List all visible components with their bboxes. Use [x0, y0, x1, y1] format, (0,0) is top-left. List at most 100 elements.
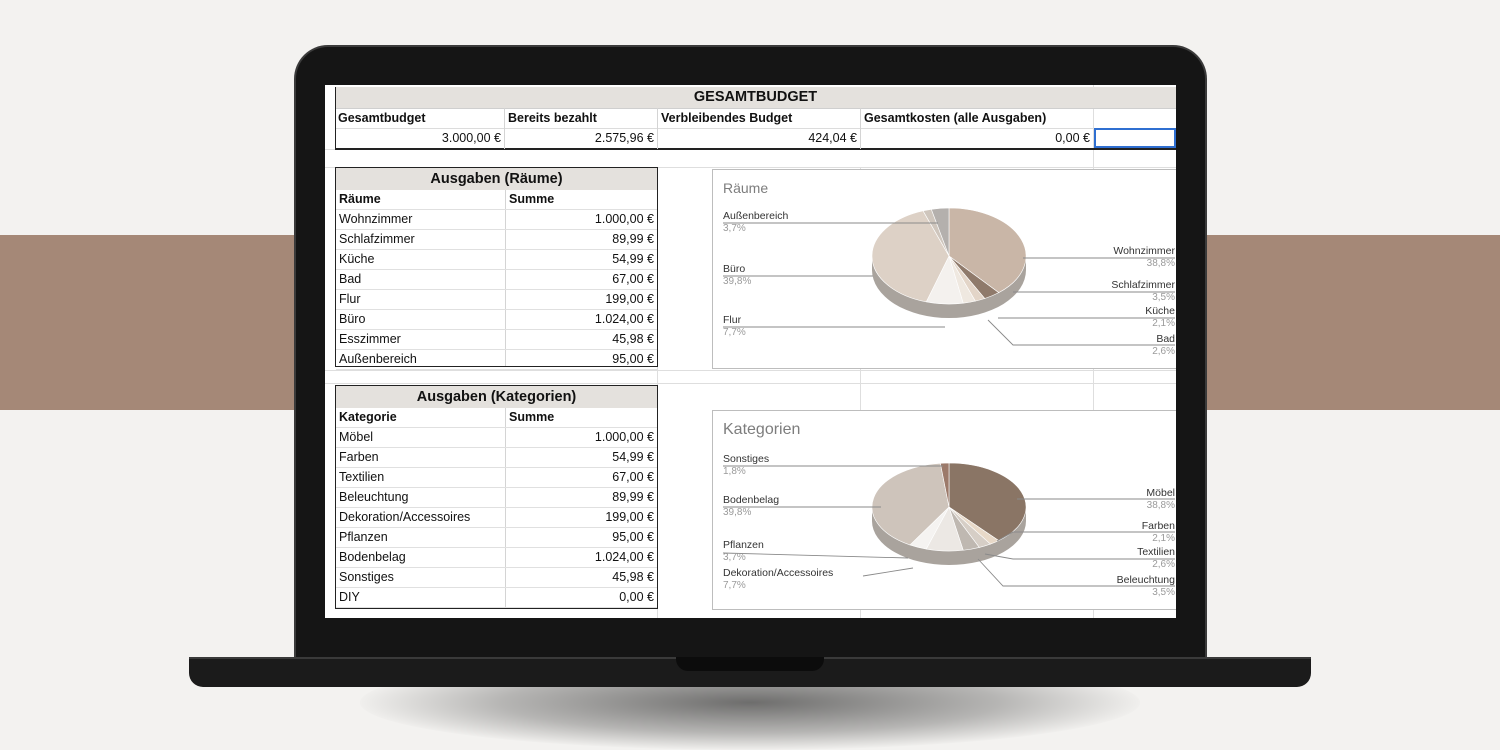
budget-bottom-border — [335, 148, 1176, 150]
column-header: Räume — [339, 192, 381, 206]
categories-header-row: Kategorie Summe — [336, 408, 657, 428]
row-sum[interactable]: 89,99 € — [612, 232, 654, 246]
budget-value-gesamtbudget[interactable]: 3.000,00 € — [441, 131, 501, 145]
leader-line — [984, 553, 1175, 560]
spreadsheet: GESAMTBUDGET Gesamtbudget Bereits bezahl… — [325, 85, 1176, 618]
pie-slice[interactable] — [948, 462, 1027, 541]
row-sum[interactable]: 1.000,00 € — [594, 430, 654, 444]
row-label[interactable]: Bad — [339, 272, 362, 286]
pie-slice[interactable] — [930, 207, 950, 257]
row-sum[interactable]: 67,00 € — [612, 272, 654, 286]
categories-table: Ausgaben (Kategorien) Kategorie Summe Möbe… — [335, 385, 658, 609]
slice-percent: 2,6% — [1152, 346, 1175, 357]
row-label[interactable]: Pflanzen — [339, 530, 388, 544]
table-row: DIY 0,00 € — [336, 588, 657, 608]
row-sum[interactable]: 95,00 € — [612, 352, 654, 366]
row-label[interactable]: Beleuchtung — [339, 490, 409, 504]
pie-slice[interactable] — [871, 462, 950, 546]
slice-label: Außenbereich — [723, 210, 789, 222]
slice-percent: 3,7% — [723, 552, 746, 563]
slice-percent: 7,7% — [723, 327, 746, 338]
rooms-chart[interactable]: Räume Wohnzimmer 38,8% Schlafzimmer 3,5% Küc… — [712, 169, 1176, 369]
pie-slice[interactable] — [940, 462, 950, 508]
pie-slice[interactable] — [948, 207, 1027, 293]
row-label[interactable]: Möbel — [339, 430, 374, 444]
row-label[interactable]: Farben — [339, 450, 379, 464]
row-label[interactable]: Küche — [339, 252, 375, 266]
row-label[interactable]: Büro — [339, 312, 366, 326]
row-sum[interactable]: 199,00 € — [605, 510, 654, 524]
row-label[interactable]: Bodenbelag — [339, 550, 406, 564]
row-sum[interactable]: 0,00 € — [619, 590, 654, 604]
row-label[interactable]: Esszimmer — [339, 332, 401, 346]
budget-value-bezahlt[interactable]: 2.575,96 € — [594, 131, 654, 145]
column-header: Kategorie — [339, 410, 397, 424]
slice-label: Küche — [1145, 305, 1175, 317]
row-sum[interactable]: 1.024,00 € — [594, 550, 654, 564]
row-sum[interactable]: 54,99 € — [612, 252, 654, 266]
table-row: Textilien 67,00 € — [336, 468, 657, 488]
slice-label: Bodenbelag — [723, 494, 779, 506]
budget-header-verbleibend: Verbleibendes Budget — [661, 111, 793, 125]
row-sum[interactable]: 45,98 € — [612, 332, 654, 346]
slice-label: Beleuchtung — [1117, 574, 1176, 586]
slice-label: Flur — [723, 314, 742, 326]
slice-percent: 2,6% — [1152, 559, 1175, 570]
rooms-table-title: Ausgaben (Räume) — [336, 168, 657, 190]
slice-percent: 39,8% — [723, 507, 751, 518]
categories-table-title: Ausgaben (Kategorien) — [336, 386, 657, 408]
row-label[interactable]: Schlafzimmer — [339, 232, 415, 246]
selected-cell[interactable] — [1094, 128, 1176, 148]
budget-left-border — [335, 87, 336, 150]
slice-label: Farben — [1142, 520, 1175, 532]
row-sum[interactable]: 95,00 € — [612, 530, 654, 544]
slice-label: Sonstiges — [723, 453, 769, 465]
row-sum[interactable]: 45,98 € — [612, 570, 654, 584]
budget-header-bezahlt: Bereits bezahlt — [508, 111, 597, 125]
row-sum[interactable]: 1.000,00 € — [594, 212, 654, 226]
leader-line — [987, 319, 1175, 346]
row-sum[interactable]: 199,00 € — [605, 292, 654, 306]
slice-percent: 1,8% — [723, 466, 746, 477]
row-label[interactable]: Sonstiges — [339, 570, 394, 584]
pie-slice[interactable] — [871, 210, 950, 303]
row-sum[interactable]: 1.024,00 € — [594, 312, 654, 326]
budget-value-gesamtkosten[interactable]: 0,00 € — [1055, 131, 1090, 145]
column-separator — [505, 190, 506, 366]
table-row: Küche 54,99 € — [336, 250, 657, 270]
rooms-chart-title: Räume — [723, 180, 769, 196]
rooms-header-row: Räume Summe — [336, 190, 657, 210]
table-row: Esszimmer 45,98 € — [336, 330, 657, 350]
gridline — [325, 370, 1176, 371]
gridline — [504, 108, 505, 149]
table-row: Möbel 1.000,00 € — [336, 428, 657, 448]
slice-percent: 39,8% — [723, 276, 751, 287]
categories-chart[interactable]: Kategorien Möbel 38,8% Farben 2,1% Textilien… — [712, 410, 1176, 610]
row-label[interactable]: Flur — [339, 292, 361, 306]
budget-value-verbleibend[interactable]: 424,04 € — [808, 131, 857, 145]
gridline — [860, 167, 861, 618]
gridline — [335, 108, 1176, 109]
row-sum[interactable]: 67,00 € — [612, 470, 654, 484]
row-label[interactable]: DIY — [339, 590, 360, 604]
table-row: Bad 67,00 € — [336, 270, 657, 290]
slice-percent: 3,7% — [723, 223, 746, 234]
slice-label: Bad — [1156, 333, 1175, 345]
row-sum[interactable]: 89,99 € — [612, 490, 654, 504]
gridline — [325, 167, 1176, 168]
slice-label: Möbel — [1146, 487, 1175, 499]
row-label[interactable]: Außenbereich — [339, 352, 417, 366]
budget-title: GESAMTBUDGET — [335, 87, 1176, 108]
table-row: Dekoration/Accessoires 199,00 € — [336, 508, 657, 528]
gridline — [860, 108, 861, 149]
row-label[interactable]: Dekoration/Accessoires — [339, 510, 471, 524]
pie-side — [872, 507, 1026, 565]
row-label[interactable]: Textilien — [339, 470, 385, 484]
budget-header-gesamtkosten: Gesamtkosten (alle Ausgaben) — [864, 111, 1047, 125]
gridline — [335, 128, 1176, 129]
slice-percent: 7,7% — [723, 580, 746, 591]
row-label[interactable]: Wohnzimmer — [339, 212, 413, 226]
table-row: Farben 54,99 € — [336, 448, 657, 468]
row-sum[interactable]: 54,99 € — [612, 450, 654, 464]
